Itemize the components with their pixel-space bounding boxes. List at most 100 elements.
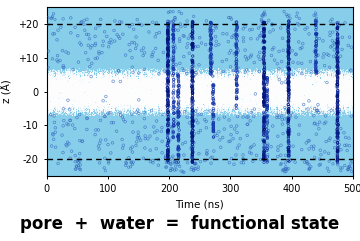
Point — [302, 84, 307, 88]
Point — [312, 89, 318, 93]
Point — [117, 73, 123, 77]
Point — [298, 70, 303, 74]
Point — [320, 98, 326, 102]
Point — [228, 86, 233, 90]
Point — [46, 79, 52, 82]
Point — [297, 88, 302, 92]
Point — [328, 81, 334, 85]
Point — [296, 90, 302, 94]
Point — [215, 75, 220, 79]
Point — [84, 88, 89, 92]
Point — [198, 83, 203, 87]
Point — [75, 100, 81, 104]
Point — [239, 75, 245, 79]
Point — [204, 102, 210, 106]
Point — [66, 87, 72, 91]
Point — [217, 97, 223, 101]
Point — [168, 80, 174, 84]
Point — [137, 86, 143, 90]
Point — [276, 98, 282, 102]
Point — [334, 93, 339, 97]
Point — [296, 78, 302, 82]
Point — [206, 85, 211, 88]
Point — [101, 79, 107, 82]
Point — [323, 106, 328, 110]
Point — [135, 80, 140, 84]
Point — [264, 104, 270, 108]
Point — [286, 79, 292, 83]
Point — [87, 98, 93, 101]
Point — [125, 77, 130, 81]
Point — [333, 104, 339, 107]
Point — [128, 95, 134, 99]
Point — [67, 93, 72, 97]
Point — [332, 99, 337, 102]
Point — [311, 88, 317, 92]
Point — [276, 93, 282, 97]
Point — [127, 80, 132, 83]
Point — [71, 76, 76, 80]
Point — [103, 75, 109, 79]
Point — [47, 95, 53, 99]
Point — [215, 80, 220, 84]
Point — [125, 84, 130, 88]
Point — [108, 84, 114, 88]
Point — [74, 106, 80, 110]
Point — [183, 99, 188, 102]
Point — [320, 85, 326, 89]
Point — [316, 79, 322, 83]
Point — [337, 95, 343, 99]
Point — [87, 73, 93, 77]
Point — [59, 94, 64, 98]
Point — [171, 68, 177, 72]
Point — [77, 80, 83, 84]
Point — [104, 72, 109, 75]
Point — [333, 107, 339, 111]
Point — [150, 89, 156, 93]
Point — [155, 89, 161, 93]
Point — [348, 79, 354, 82]
Point — [245, 87, 251, 90]
Point — [158, 75, 164, 79]
Point — [200, 95, 206, 99]
Point — [294, 94, 300, 98]
Point — [303, 95, 309, 99]
Point — [218, 99, 224, 102]
Point — [87, 101, 93, 105]
Point — [243, 77, 249, 80]
Point — [343, 86, 348, 90]
Point — [312, 91, 318, 94]
Point — [344, 82, 350, 86]
Point — [333, 75, 339, 79]
Point — [204, 84, 210, 88]
Point — [217, 104, 223, 108]
Point — [186, 87, 192, 91]
Point — [163, 85, 169, 88]
Point — [110, 107, 116, 111]
Point — [275, 81, 280, 85]
Point — [44, 79, 50, 83]
Point — [242, 94, 248, 97]
Point — [331, 100, 337, 104]
Point — [132, 106, 138, 110]
Point — [156, 107, 162, 111]
Point — [159, 108, 165, 112]
Point — [254, 92, 260, 95]
Point — [208, 73, 214, 77]
Point — [227, 98, 233, 102]
Point — [109, 76, 115, 80]
Point — [108, 95, 113, 99]
Point — [151, 87, 157, 91]
Point — [72, 81, 77, 85]
Point — [224, 79, 230, 82]
Point — [190, 82, 196, 86]
Point — [249, 105, 255, 109]
Point — [310, 105, 316, 109]
Point — [270, 93, 276, 97]
Point — [100, 84, 106, 87]
Point — [203, 81, 209, 85]
Point — [165, 102, 171, 106]
Point — [67, 90, 73, 94]
Point — [125, 87, 131, 90]
Point — [126, 107, 132, 110]
